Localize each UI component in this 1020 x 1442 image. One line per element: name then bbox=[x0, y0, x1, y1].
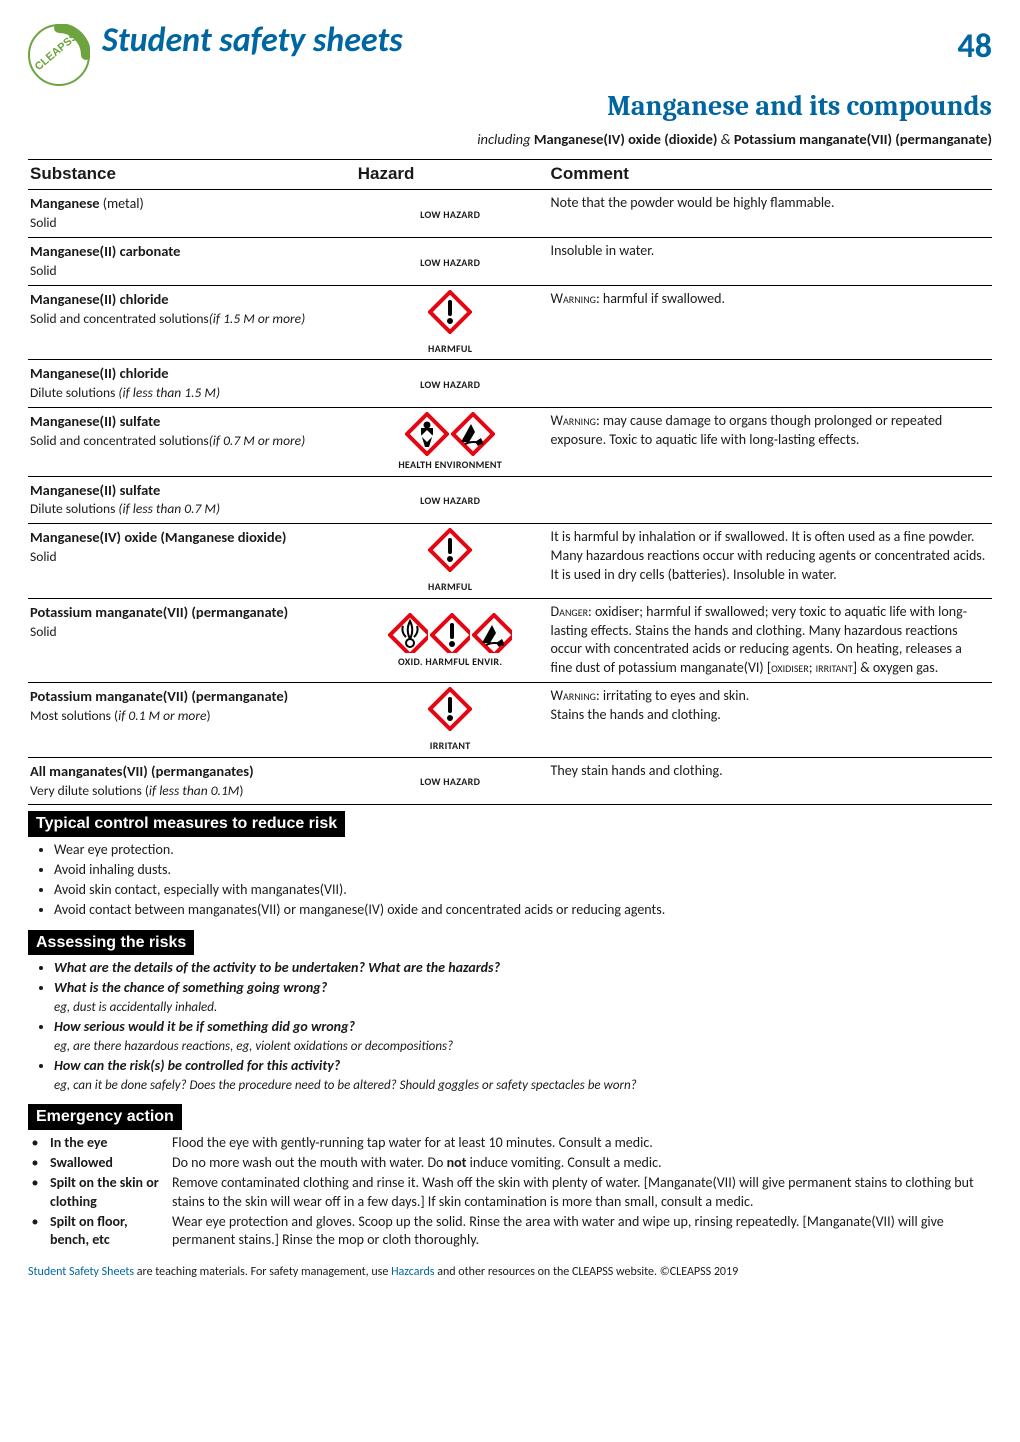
substance-cell: Manganese(II) sulfateSolid and concentra… bbox=[28, 408, 356, 477]
list-item: What are the details of the activity to … bbox=[54, 959, 992, 978]
hazard-health-icon bbox=[405, 412, 449, 456]
hazard-cell: IRRITANT bbox=[356, 683, 549, 757]
hazard-cell: LOW HAZARD bbox=[356, 190, 549, 238]
comment-cell bbox=[549, 476, 992, 524]
col-substance: Substance bbox=[28, 160, 356, 190]
emergency-label: Spilt on the skin or clothing bbox=[50, 1174, 164, 1212]
comment-cell: Danger: oxidiser; harmful if swallowed; … bbox=[549, 598, 992, 683]
hazard-cell: LOW HAZARD bbox=[356, 757, 549, 805]
hazard-environment-icon bbox=[472, 613, 512, 653]
substance-cell: Potassium manganate(VII) (permanganate)S… bbox=[28, 598, 356, 683]
bullet: • bbox=[28, 1213, 42, 1232]
hazard-cell: HEALTH ENVIRONMENT bbox=[356, 408, 549, 477]
table-row: Manganese(IV) oxide (Manganese dioxide)S… bbox=[28, 524, 992, 598]
emergency-text: Wear eye protection and gloves. Scoop up… bbox=[172, 1213, 992, 1251]
comment-cell: It is harmful by inhalation or if swallo… bbox=[549, 524, 992, 598]
including-line: including Manganese(IV) oxide (dioxide) … bbox=[28, 130, 992, 150]
emergency-label: Spilt on floor, bench, etc bbox=[50, 1213, 164, 1251]
substance-table: Substance Hazard Comment Manganese (meta… bbox=[28, 159, 992, 805]
comment-cell bbox=[549, 360, 992, 408]
list-item: How can the risk(s) be controlled for th… bbox=[54, 1057, 992, 1095]
table-row: All manganates(VII) (permanganates)Very … bbox=[28, 757, 992, 805]
hazard-cell: OXID. HARMFUL ENVIR. bbox=[356, 598, 549, 683]
section-emergency: Emergency action bbox=[28, 1104, 182, 1130]
hazard-exclaim-icon bbox=[428, 290, 472, 334]
emergency-text: Flood the eye with gently-running tap wa… bbox=[172, 1134, 992, 1153]
substance-cell: Manganese(IV) oxide (Manganese dioxide)S… bbox=[28, 524, 356, 598]
hazard-oxidiser-icon bbox=[388, 613, 428, 653]
comment-cell: Note that the powder would be highly fla… bbox=[549, 190, 992, 238]
comment-cell: Warning: harmful if swallowed. bbox=[549, 285, 992, 359]
bullet: • bbox=[28, 1174, 42, 1193]
assess-list: What are the details of the activity to … bbox=[28, 959, 992, 1094]
list-item: Wear eye protection. bbox=[54, 841, 992, 860]
bullet: • bbox=[28, 1154, 42, 1173]
emergency-text: Remove contaminated clothing and rinse i… bbox=[172, 1174, 992, 1212]
hazard-environment-icon bbox=[451, 412, 495, 456]
emergency-label: Swallowed bbox=[50, 1154, 164, 1173]
hazard-cell: HARMFUL bbox=[356, 524, 549, 598]
comment-cell: They stain hands and clothing. bbox=[549, 757, 992, 805]
list-item: Avoid contact between manganates(VII) or… bbox=[54, 901, 992, 920]
substance-cell: All manganates(VII) (permanganates)Very … bbox=[28, 757, 356, 805]
hazard-exclaim-icon bbox=[430, 613, 470, 653]
comment-cell: Warning: may cause damage to organs thou… bbox=[549, 408, 992, 477]
emergency-text: Do no more wash out the mouth with water… bbox=[172, 1154, 992, 1173]
emergency-row: • Spilt on floor, bench, etcWear eye prot… bbox=[28, 1213, 992, 1251]
col-hazard: Hazard bbox=[356, 160, 549, 190]
main-title: Student safety sheets bbox=[102, 24, 930, 58]
comment-cell: Warning: irritating to eyes and skin.Sta… bbox=[549, 683, 992, 757]
substance-cell: Manganese(II) sulfateDilute solutions (i… bbox=[28, 476, 356, 524]
table-row: Manganese(II) chlorideSolid and concentr… bbox=[28, 285, 992, 359]
hazard-exclaim-icon bbox=[428, 528, 472, 572]
section-assess: Assessing the risks bbox=[28, 930, 194, 956]
list-item: What is the chance of something going wr… bbox=[54, 979, 992, 1017]
hazard-cell: LOW HAZARD bbox=[356, 476, 549, 524]
comment-cell: Insoluble in water. bbox=[549, 238, 992, 286]
page-number: 48 bbox=[942, 24, 992, 70]
control-list: Wear eye protection.Avoid inhaling dusts… bbox=[28, 841, 992, 920]
substance-cell: Manganese(II) carbonateSolid bbox=[28, 238, 356, 286]
list-item: Avoid inhaling dusts. bbox=[54, 861, 992, 880]
list-item: How serious would it be if something did… bbox=[54, 1018, 992, 1056]
hazard-cell: LOW HAZARD bbox=[356, 360, 549, 408]
table-row: Manganese(II) chlorideDilute solutions (… bbox=[28, 360, 992, 408]
hazard-exclaim-icon bbox=[428, 687, 472, 731]
table-row: Manganese(II) carbonateSolidLOW HAZARDIn… bbox=[28, 238, 992, 286]
col-comment: Comment bbox=[549, 160, 992, 190]
table-row: Manganese(II) sulfateSolid and concentra… bbox=[28, 408, 992, 477]
substance-cell: Manganese (metal)Solid bbox=[28, 190, 356, 238]
substance-cell: Manganese(II) chlorideSolid and concentr… bbox=[28, 285, 356, 359]
emergency-list: • In the eye Flood the eye with gently-run… bbox=[28, 1134, 992, 1250]
emergency-label: In the eye bbox=[50, 1134, 164, 1153]
table-row: Manganese(II) sulfateDilute solutions (i… bbox=[28, 476, 992, 524]
table-row: Manganese (metal)SolidLOW HAZARDNote tha… bbox=[28, 190, 992, 238]
emergency-row: • Spilt on the skin or clothingRemove con… bbox=[28, 1174, 992, 1212]
table-row: Potassium manganate(VII) (permanganate)S… bbox=[28, 598, 992, 683]
subtitle: Manganese and its compounds bbox=[28, 88, 992, 126]
cleapss-logo: CLEAPSS bbox=[28, 24, 90, 86]
list-item: Avoid skin contact, especially with mang… bbox=[54, 881, 992, 900]
emergency-row: • In the eye Flood the eye with gently-run… bbox=[28, 1134, 992, 1153]
section-control: Typical control measures to reduce risk bbox=[28, 811, 345, 837]
hazard-cell: HARMFUL bbox=[356, 285, 549, 359]
footer: Student Safety Sheets are teaching mater… bbox=[28, 1264, 992, 1280]
bullet: • bbox=[28, 1134, 42, 1153]
substance-cell: Potassium manganate(VII) (permanganate)M… bbox=[28, 683, 356, 757]
substance-cell: Manganese(II) chlorideDilute solutions (… bbox=[28, 360, 356, 408]
hazard-cell: LOW HAZARD bbox=[356, 238, 549, 286]
header: CLEAPSS Student safety sheets 48 bbox=[28, 24, 992, 86]
emergency-row: • Swallowed Do no more wash out the mouth … bbox=[28, 1154, 992, 1173]
table-row: Potassium manganate(VII) (permanganate)M… bbox=[28, 683, 992, 757]
